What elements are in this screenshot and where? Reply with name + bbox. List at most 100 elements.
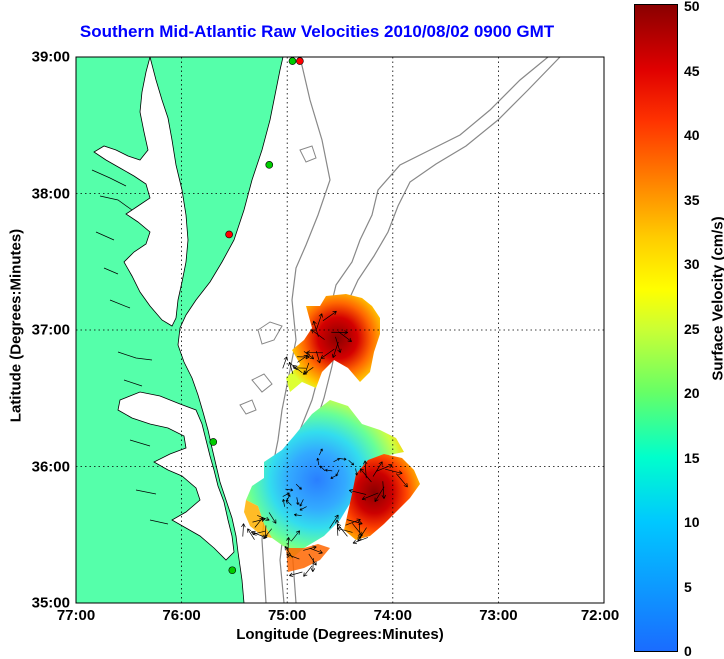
x-tick-label: 76:00 bbox=[162, 607, 201, 624]
velocity-vector bbox=[335, 336, 342, 353]
velocity-vector bbox=[348, 459, 355, 466]
velocity-vector bbox=[312, 320, 319, 337]
velocity-region-south bbox=[286, 544, 330, 572]
plot-frame bbox=[75, 56, 605, 604]
velocity-vector bbox=[385, 468, 403, 475]
velocity-vector bbox=[372, 461, 383, 477]
colorbar-tick-label: 0 bbox=[684, 643, 692, 659]
colorbar-tick-label: 50 bbox=[684, 0, 700, 14]
radar-station-marker bbox=[265, 161, 274, 169]
colorbar-tick-label: 20 bbox=[684, 385, 700, 401]
colorbar-tick-label: 45 bbox=[684, 63, 700, 79]
y-tick-label: 38:00 bbox=[31, 185, 70, 202]
radar-station-marker bbox=[296, 57, 304, 65]
velocity-vector bbox=[285, 499, 292, 506]
velocity-region-center bbox=[246, 400, 404, 560]
velocity-vector bbox=[290, 530, 301, 542]
velocity-vector bbox=[363, 460, 368, 479]
velocity-vector bbox=[345, 518, 361, 526]
radar-station-marker bbox=[225, 230, 233, 239]
velocity-vector bbox=[282, 492, 290, 497]
velocity-vector bbox=[293, 513, 302, 517]
velocity-vector bbox=[257, 515, 270, 522]
velocity-vector bbox=[310, 558, 316, 572]
velocity-vector bbox=[329, 514, 339, 529]
velocity-vector bbox=[247, 528, 255, 540]
velocity-vector bbox=[295, 483, 302, 490]
colorbar-tick-label: 25 bbox=[684, 321, 700, 337]
velocity-region-east bbox=[344, 454, 420, 540]
velocity-region-southwest bbox=[244, 500, 272, 538]
velocity-vector bbox=[296, 497, 300, 505]
coast-detail bbox=[91, 169, 169, 525]
colorbar-tick-label: 15 bbox=[684, 450, 700, 466]
velocity-vector bbox=[288, 361, 294, 375]
velocity-vector bbox=[325, 468, 333, 472]
velocity-vector bbox=[375, 464, 393, 472]
bathymetry-contour-4 bbox=[239, 145, 317, 415]
velocity-vector bbox=[303, 351, 315, 360]
x-tick-label: 75:00 bbox=[268, 607, 307, 624]
y-tick-label: 39:00 bbox=[31, 48, 70, 66]
colorbar-tick-label: 40 bbox=[684, 127, 700, 143]
velocity-vector bbox=[282, 499, 286, 507]
velocity-vectors bbox=[241, 310, 408, 577]
x-tick-label: 72:00 bbox=[580, 607, 620, 624]
velocity-vector bbox=[289, 571, 303, 577]
velocity-vector bbox=[374, 486, 385, 502]
x-axis-label: Longitude (Degrees:Minutes) bbox=[236, 626, 444, 643]
grid-lines bbox=[76, 57, 604, 603]
velocity-vector bbox=[263, 528, 273, 540]
radar-stations bbox=[209, 57, 304, 575]
colorbar-tick-label: 35 bbox=[684, 192, 700, 208]
velocity-vector bbox=[285, 488, 294, 492]
velocity-field bbox=[241, 294, 420, 577]
velocity-vector bbox=[331, 341, 339, 358]
x-tick-label: 74:00 bbox=[373, 607, 412, 624]
velocity-vector bbox=[252, 517, 266, 523]
velocity-vector bbox=[297, 354, 310, 360]
pamlico-sound bbox=[117, 391, 235, 561]
colorbar-tick-label: 10 bbox=[684, 514, 700, 530]
y-axis-label: Latitude (Degrees:Minutes) bbox=[7, 228, 25, 423]
velocity-vector bbox=[302, 367, 314, 375]
velocity-vector bbox=[306, 350, 323, 355]
velocity-vector bbox=[320, 348, 335, 359]
radar-station-marker bbox=[209, 438, 218, 446]
chesapeake-bay bbox=[93, 57, 189, 327]
velocity-vector bbox=[348, 488, 367, 495]
map-title: Southern Mid-Atlantic Raw Velocities 201… bbox=[79, 22, 555, 41]
velocity-vector bbox=[250, 530, 264, 537]
velocity-vector bbox=[396, 473, 408, 488]
y-tick-label: 37:00 bbox=[31, 321, 70, 339]
velocity-vector bbox=[330, 474, 338, 479]
colorbar bbox=[634, 4, 678, 652]
velocity-vector bbox=[268, 512, 277, 524]
velocity-vector bbox=[338, 331, 352, 342]
velocity-vector bbox=[292, 364, 303, 374]
velocity-vector bbox=[316, 313, 323, 330]
velocity-vector bbox=[316, 351, 322, 364]
velocity-vector bbox=[318, 448, 323, 456]
colorbar-label: Surface Velocity (cm/s) bbox=[709, 216, 724, 381]
velocity-region-north bbox=[286, 294, 380, 392]
y-tick-label: 36:00 bbox=[31, 458, 70, 475]
y-tick-label: 35:00 bbox=[31, 594, 70, 612]
colorbar-tick-label: 5 bbox=[684, 579, 692, 595]
velocity-vector bbox=[299, 506, 307, 511]
velocity-vector bbox=[334, 519, 340, 536]
velocity-vector bbox=[303, 565, 313, 577]
velocity-vector bbox=[355, 468, 358, 476]
x-tick-label: 73:00 bbox=[479, 607, 518, 624]
velocity-vector bbox=[361, 492, 379, 501]
velocity-vector bbox=[241, 523, 246, 537]
velocity-vector bbox=[299, 499, 304, 507]
radar-station-marker bbox=[228, 566, 237, 575]
radar-station-marker bbox=[288, 57, 297, 65]
x-tick-label: 77:00 bbox=[56, 607, 96, 624]
velocity-vector bbox=[339, 457, 347, 461]
velocity-vector bbox=[309, 547, 323, 554]
velocity-vector bbox=[346, 519, 363, 526]
velocity-vector bbox=[352, 537, 368, 545]
